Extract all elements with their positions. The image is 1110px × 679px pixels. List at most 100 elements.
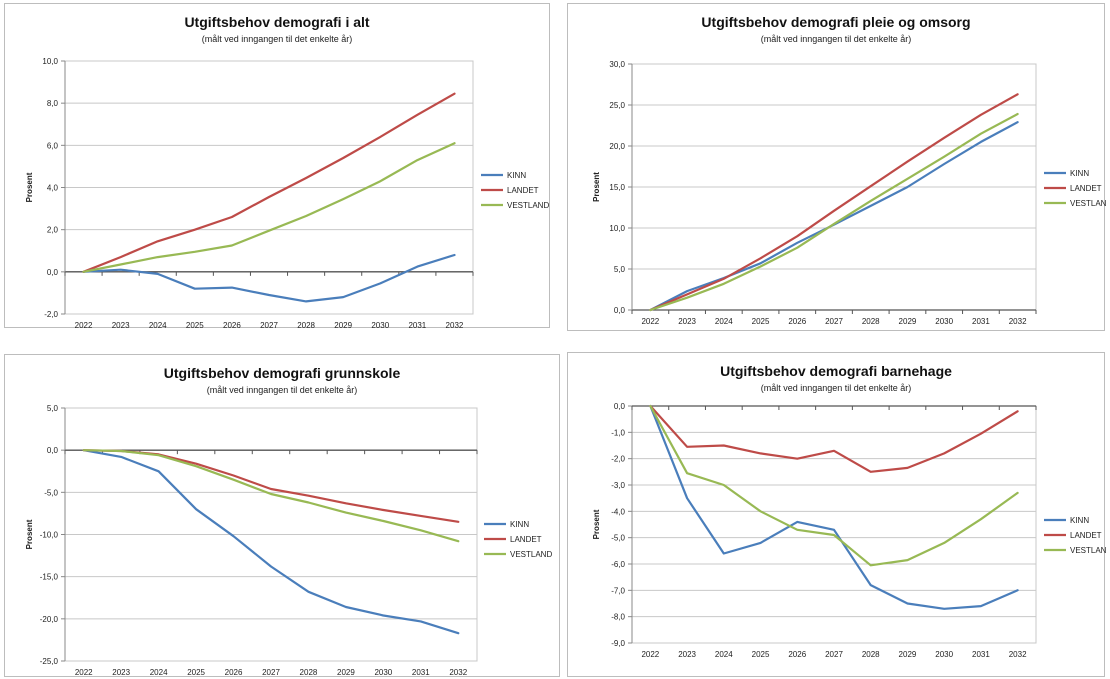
legend-label: VESTLAND [1070, 199, 1106, 208]
y-tick-label: 25,0 [609, 101, 625, 110]
x-tick-label: 2024 [715, 317, 733, 326]
x-tick-label: 2027 [262, 668, 280, 677]
x-tick-label: 2032 [1009, 317, 1027, 326]
series-line-kinn [649, 404, 1019, 610]
x-tick-label: 2028 [300, 668, 318, 677]
x-tick-label: 2030 [935, 317, 953, 326]
y-tick-label: -8,0 [611, 613, 625, 622]
y-axis-label: Prosent [25, 172, 34, 202]
series-line-vestland [649, 404, 1019, 567]
x-tick-label: 2026 [788, 317, 806, 326]
y-tick-label: 10,0 [42, 57, 58, 66]
series-line-kinn [82, 449, 460, 635]
y-tick-label: -5,0 [611, 534, 625, 543]
legend-label: LANDET [1070, 531, 1102, 540]
x-tick-label: 2026 [223, 321, 241, 329]
y-tick-label: -20,0 [40, 615, 59, 624]
legend-label: KINN [510, 520, 529, 529]
chart-subtitle: (målt ved inngangen til det enkelte år) [760, 34, 912, 44]
chart-title: Utgiftsbehov demografi barnehage [720, 363, 952, 379]
x-tick-label: 2024 [715, 650, 733, 659]
y-tick-label: -7,0 [611, 586, 625, 595]
y-tick-label: 30,0 [609, 60, 625, 69]
series-line-landet [649, 93, 1019, 312]
x-tick-label: 2030 [371, 321, 389, 329]
y-tick-label: 5,0 [47, 404, 59, 413]
y-tick-label: -2,0 [611, 455, 625, 464]
x-tick-label: 2028 [297, 321, 315, 329]
x-tick-label: 2027 [825, 650, 843, 659]
x-tick-label: 2026 [788, 650, 806, 659]
legend-label: LANDET [507, 186, 539, 195]
x-tick-label: 2027 [825, 317, 843, 326]
x-tick-label: 2022 [641, 317, 659, 326]
x-tick-label: 2029 [334, 321, 352, 329]
series-line-vestland [82, 142, 456, 273]
legend-label: LANDET [1070, 184, 1102, 193]
y-tick-label: -25,0 [40, 657, 59, 666]
y-tick-label: 0,0 [47, 446, 59, 455]
y-tick-label: 15,0 [609, 183, 625, 192]
x-tick-label: 2022 [75, 668, 93, 677]
y-tick-label: 4,0 [47, 184, 59, 193]
y-tick-label: -6,0 [611, 560, 625, 569]
y-tick-label: -5,0 [44, 488, 58, 497]
chart-svg-pleie: 0,0 5,0 10,0 15,0 20,0 25,0 30,0 2022 2023 2024 20… [592, 60, 1106, 326]
x-tick-label: 2023 [112, 668, 130, 677]
y-tick-label: -15,0 [40, 573, 59, 582]
x-tick-label: 2028 [862, 317, 880, 326]
y-tick-label: 20,0 [609, 142, 625, 151]
x-tick-label: 2031 [408, 321, 426, 329]
y-tick-label: -1,0 [611, 428, 625, 437]
x-tick-label: 2022 [641, 650, 659, 659]
y-tick-label: 0,0 [614, 402, 626, 411]
x-tick-label: 2025 [752, 317, 770, 326]
x-tick-label: 2030 [374, 668, 392, 677]
x-tick-label: 2028 [862, 650, 880, 659]
y-tick-label: 5,0 [614, 265, 626, 274]
y-tick-label: -4,0 [611, 507, 625, 516]
series-line-landet [82, 449, 460, 523]
x-tick-label: 2024 [150, 668, 168, 677]
x-tick-label: 2031 [972, 650, 990, 659]
y-tick-label: 8,0 [47, 99, 59, 108]
x-tick-label: 2026 [225, 668, 243, 677]
x-tick-label: 2023 [678, 317, 696, 326]
y-tick-label: -10,0 [40, 531, 59, 540]
chart-panel-grunnskole: -25,0 -20,0 -15,0 -10,0 -5,0 0,0 5,0 2022 2023 20… [4, 354, 560, 677]
series-line-landet [649, 404, 1019, 473]
chart-panel-barnehage: -9,0 -8,0 -7,0 -6,0 -5,0 -4,0 -3,0 -2,0 -1,0 0,0 2… [567, 352, 1106, 677]
chart-panel-pleie: 0,0 5,0 10,0 15,0 20,0 25,0 30,0 2022 2023 2024 20… [567, 3, 1106, 331]
x-tick-label: 2022 [75, 321, 93, 329]
x-tick-label: 2031 [972, 317, 990, 326]
series-line-vestland [649, 112, 1019, 312]
chart-svg-grunnskole: -25,0 -20,0 -15,0 -10,0 -5,0 0,0 5,0 2022 2023 20… [25, 404, 552, 677]
y-tick-label: -2,0 [44, 310, 58, 319]
y-tick-label: 2,0 [47, 226, 59, 235]
legend-label: KINN [507, 171, 526, 180]
y-axis-label: Prosent [592, 172, 601, 202]
legend-label: VESTLAND [510, 550, 552, 559]
series-line-vestland [82, 449, 460, 543]
series-line-kinn [82, 253, 456, 303]
chart-title: Utgiftsbehov demografi pleie og omsorg [701, 14, 971, 30]
chart-title: Utgiftsbehov demografi grunnskole [163, 365, 401, 381]
y-tick-label: -9,0 [611, 639, 625, 648]
legend-label: KINN [1070, 516, 1089, 525]
chart-subtitle: (målt ved inngangen til det enkelte år) [760, 383, 912, 393]
x-tick-label: 2025 [187, 668, 205, 677]
x-tick-label: 2032 [1009, 650, 1027, 659]
x-tick-label: 2029 [899, 317, 917, 326]
legend-label: VESTLAND [1070, 546, 1106, 555]
x-tick-label: 2027 [260, 321, 278, 329]
x-tick-label: 2030 [935, 650, 953, 659]
legend-label: KINN [1070, 169, 1089, 178]
chart-subtitle: (målt ved inngangen til det enkelte år) [206, 385, 358, 395]
x-tick-label: 2023 [112, 321, 130, 329]
legend-label: LANDET [510, 535, 542, 544]
x-tick-label: 2032 [449, 668, 467, 677]
x-tick-label: 2029 [337, 668, 355, 677]
y-axis-label: Prosent [592, 509, 601, 539]
x-tick-label: 2025 [186, 321, 204, 329]
chart-subtitle: (målt ved inngangen til det enkelte år) [201, 34, 353, 44]
